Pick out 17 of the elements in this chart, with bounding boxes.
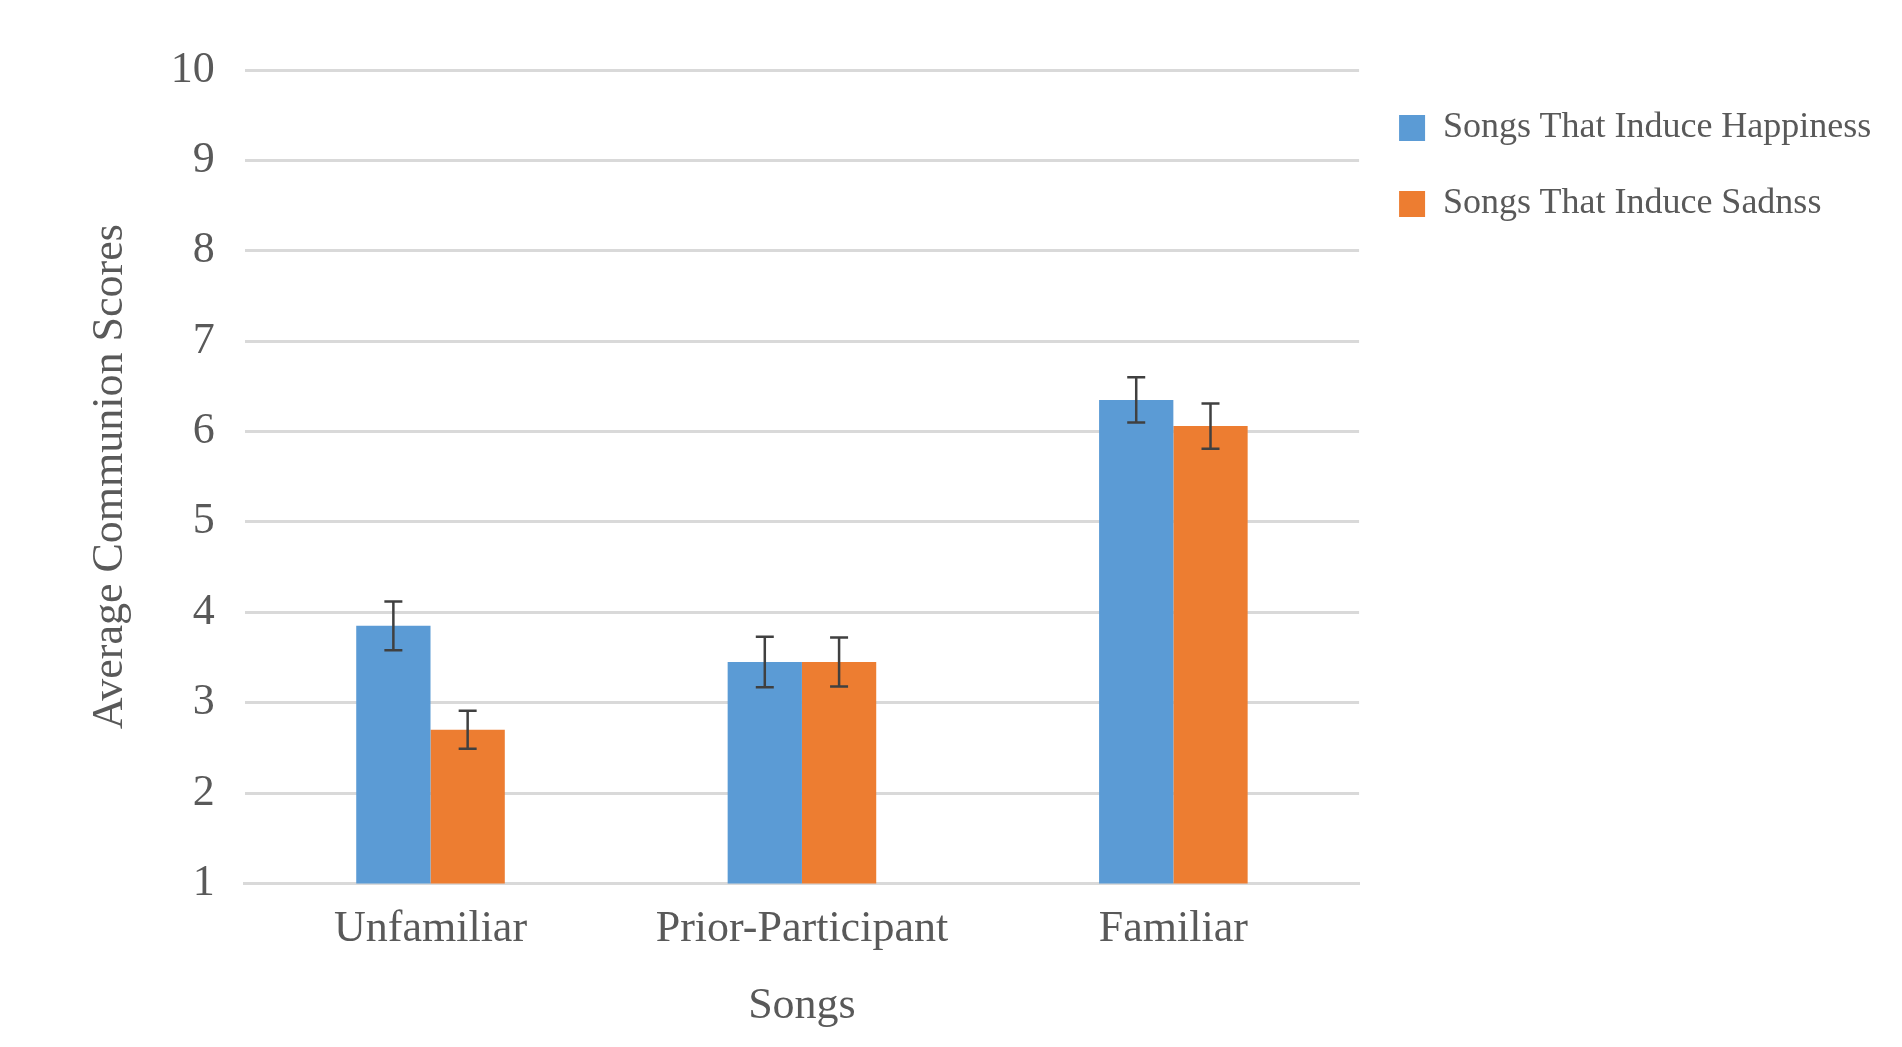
y-tick-label: 1 bbox=[192, 855, 215, 905]
y-tick-label: 5 bbox=[192, 494, 215, 544]
y-tick-label: 4 bbox=[192, 584, 215, 634]
y-tick-label: 9 bbox=[192, 132, 215, 182]
y-axis-title: Average Communion Scores bbox=[82, 224, 132, 730]
y-tick-label: 3 bbox=[192, 675, 215, 725]
legend-label: Songs That Induce Happiness bbox=[1443, 105, 1872, 146]
y-tick-label: 2 bbox=[192, 765, 215, 815]
x-tick-label: Unfamiliar bbox=[333, 902, 528, 952]
y-tick-label: 8 bbox=[192, 223, 215, 273]
y-tick-label: 6 bbox=[192, 404, 215, 454]
y-tick-label: 10 bbox=[170, 42, 215, 92]
x-axis-title: Songs bbox=[748, 979, 856, 1029]
x-tick-label: Familiar bbox=[1098, 902, 1249, 952]
y-tick-label: 7 bbox=[192, 313, 215, 363]
legend-label: Songs That Induce Sadnss bbox=[1443, 181, 1822, 222]
x-tick-label: Prior-Participant bbox=[655, 902, 949, 952]
